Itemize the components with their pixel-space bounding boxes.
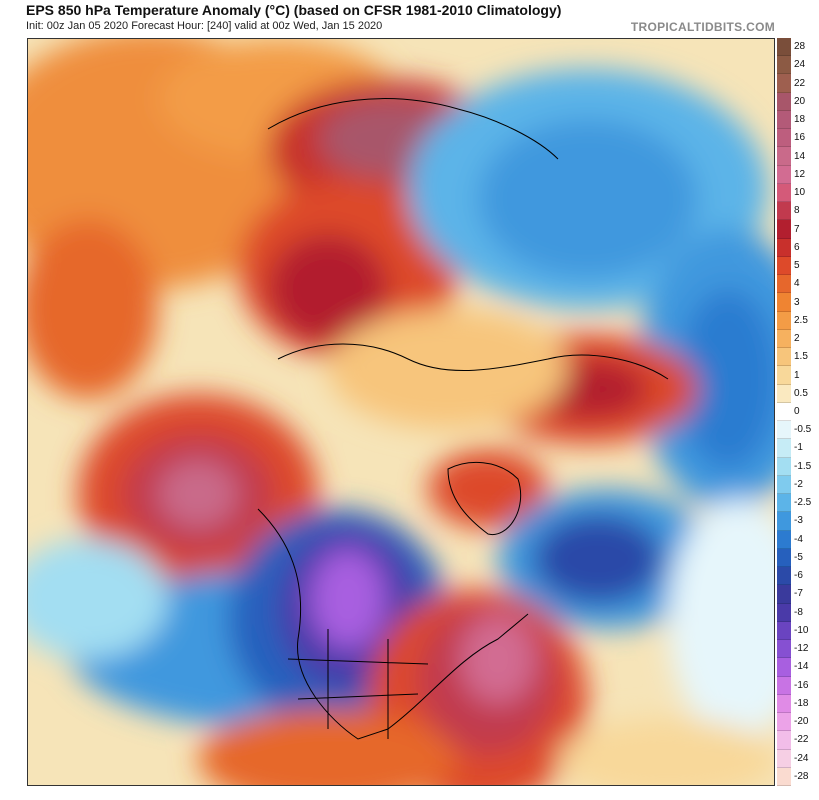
colorbar-swatch — [777, 74, 791, 93]
colorbar-swatch — [777, 749, 791, 768]
colorbar-swatch — [777, 165, 791, 184]
anomaly-map — [27, 38, 775, 786]
colorbar-swatch — [777, 421, 791, 440]
colorbar-swatch — [777, 767, 791, 786]
colorbar-swatch — [777, 256, 791, 276]
colorbar-swatch — [777, 494, 791, 513]
colorbar-label: 4 — [794, 278, 800, 290]
colorbar-label: -28 — [794, 770, 809, 782]
colorbar-label: 1 — [794, 369, 800, 381]
colorbar-label: 0.5 — [794, 387, 808, 399]
colorbar-label: 28 — [794, 41, 806, 53]
colorbar-label: 14 — [794, 150, 806, 162]
colorbar-swatch — [777, 512, 791, 531]
colorbar-label: -3 — [794, 515, 803, 527]
colorbar-label: -18 — [794, 697, 809, 709]
colorbar-swatch — [777, 366, 791, 385]
colorbar-swatch — [777, 220, 791, 239]
colorbar-swatch — [777, 475, 791, 495]
colorbar-swatch — [777, 56, 791, 75]
colorbar-label: 2 — [794, 333, 800, 345]
colorbar-swatch — [777, 731, 791, 750]
colorbar-swatch — [777, 713, 791, 732]
colorbar-label: -20 — [794, 716, 809, 728]
map-subtitle: Init: 00z Jan 05 2020 Forecast Hour: [24… — [26, 20, 383, 32]
colorbar-swatch — [777, 110, 791, 130]
colorbar-swatch — [777, 275, 791, 294]
colorbar-swatch — [777, 238, 791, 257]
colorbar-label: 24 — [794, 59, 806, 71]
colorbar-label: -22 — [794, 734, 809, 746]
colorbar-label: -8 — [794, 606, 803, 618]
colorbar-swatch — [777, 348, 791, 367]
colorbar-swatch — [777, 548, 791, 568]
colorbar-swatch — [777, 311, 791, 330]
colorbar-swatch — [777, 439, 791, 458]
colorbar-swatch — [777, 38, 791, 57]
colorbar-swatch — [777, 457, 791, 476]
colorbar-label: 0 — [794, 406, 800, 417]
colorbar-swatch — [777, 567, 791, 586]
colorbar-swatch — [777, 147, 791, 166]
colorbar-label: -16 — [794, 679, 809, 691]
colorbar-label: -4 — [794, 533, 803, 545]
header: EPS 850 hPa Temperature Anomaly (°C) (ba… — [0, 0, 819, 38]
colorbar-label: -6 — [794, 570, 803, 582]
map-title: EPS 850 hPa Temperature Anomaly (°C) (ba… — [26, 2, 562, 18]
colorbar-swatch — [777, 202, 791, 221]
colorbar-label: -2 — [794, 478, 803, 490]
colorbar-label: -2.5 — [794, 497, 812, 509]
colorbar-swatch — [777, 694, 791, 713]
colorbar-label: -5 — [794, 551, 803, 563]
colorbar-swatch — [777, 129, 791, 148]
colorbar-swatch — [777, 293, 791, 312]
colorbar-label: 10 — [794, 187, 806, 199]
colorbar-label: -1 — [794, 442, 803, 454]
colorbar-label: -10 — [794, 624, 809, 636]
colorbar-label: -0.5 — [794, 424, 812, 436]
colorbar-label: 12 — [794, 168, 806, 180]
colorbar-swatch — [777, 585, 791, 604]
map-canvas — [28, 39, 774, 785]
colorbar-label: -24 — [794, 752, 809, 764]
colorbar-swatch — [777, 676, 791, 695]
colorbar-label: 16 — [794, 132, 806, 144]
colorbar-label: 18 — [794, 114, 806, 126]
colorbar-label: 3 — [794, 296, 800, 308]
anomaly-field — [28, 39, 774, 785]
colorbar-label: 8 — [794, 205, 800, 217]
colorbar-swatch — [777, 402, 791, 422]
colorbar-swatch — [777, 183, 791, 203]
colorbar-label: -12 — [794, 643, 809, 655]
colorbar-swatch — [777, 92, 791, 111]
colorbar-swatch — [777, 603, 791, 622]
colorbar-label: 5 — [794, 260, 800, 272]
colorbar-swatch — [777, 658, 791, 677]
colorbar-label: 2.5 — [794, 314, 808, 326]
coastlines — [257, 98, 669, 740]
colorbar-label: -7 — [794, 588, 803, 600]
colorbar-swatch — [777, 384, 791, 403]
colorbar-swatch — [777, 621, 791, 641]
colorbar-label: 6 — [794, 241, 800, 253]
brand-label: TROPICALTIDBITS.COM — [630, 20, 775, 34]
colorbar-label: 7 — [794, 223, 800, 235]
colorbar-label: 20 — [794, 95, 806, 107]
colorbar-swatch — [777, 329, 791, 349]
colorbar-legend: 28 24 22 20 18 16 14 12 10 8 7 6 5 4 3 2.5 2 1.5 1 0.5 0 -0.5… — [777, 38, 819, 786]
colorbar-label: -1.5 — [794, 460, 812, 472]
colorbar-label: 1.5 — [794, 351, 808, 363]
colorbar-swatch — [777, 530, 791, 549]
colorbar-label: -14 — [794, 661, 809, 673]
colorbar-label: 22 — [794, 77, 806, 89]
colorbar-swatch — [777, 640, 791, 659]
